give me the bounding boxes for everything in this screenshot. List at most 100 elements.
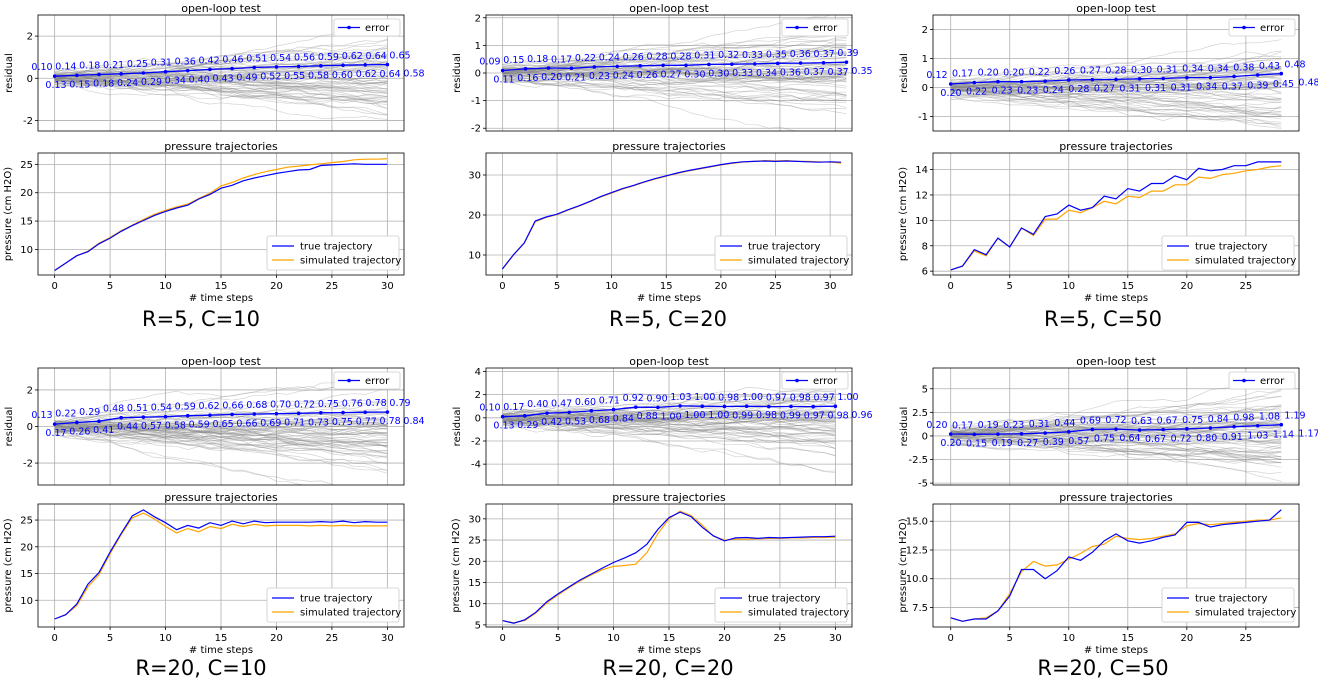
background-trajectory xyxy=(950,379,1282,439)
pressure-ylabel: pressure (cm H2O) xyxy=(898,167,909,261)
residual-title: open-loop test xyxy=(629,2,709,15)
x-tick-label: 20 xyxy=(270,633,283,644)
background-trajectory xyxy=(950,83,1282,101)
background-trajectory xyxy=(950,437,1282,447)
y-tick-label: 2.5 xyxy=(912,408,928,419)
pressure-xlabel: # time steps xyxy=(637,293,701,304)
error-point xyxy=(611,407,616,412)
background-trajectory xyxy=(502,413,836,423)
error-label-top: 0.26 xyxy=(623,52,644,63)
background-trajectory xyxy=(502,67,847,80)
error-label-top: 0.76 xyxy=(342,399,363,410)
error-label-top: 0.17 xyxy=(952,420,973,431)
background-trajectory xyxy=(502,414,836,473)
background-trajectory xyxy=(502,62,847,73)
pressure-legend: true trajectory simulated trajectory xyxy=(266,235,401,271)
error-label-top: 0.34 xyxy=(1208,64,1229,75)
error-label-bottom: 0.58 xyxy=(403,69,424,80)
error-label-top: 0.17 xyxy=(952,69,973,80)
error-point xyxy=(523,414,527,418)
x-tick-label: 20 xyxy=(718,633,731,644)
error-point xyxy=(274,65,279,69)
background-trajectory xyxy=(54,423,388,437)
error-label-top: 1.00 xyxy=(742,392,763,403)
true-trajectory-line xyxy=(950,161,1282,271)
error-point xyxy=(972,80,977,85)
background-trajectory xyxy=(54,423,388,459)
background-trajectory xyxy=(502,406,836,423)
background-trajectory xyxy=(54,400,388,434)
background-trajectory xyxy=(54,75,388,92)
error-point xyxy=(633,405,638,409)
pressure-xlabel: # time steps xyxy=(637,645,701,656)
background-trajectory xyxy=(502,417,836,436)
background-trajectory xyxy=(502,417,836,431)
error-label-top: 0.26 xyxy=(1054,66,1075,77)
error-label-bottom: 0.75 xyxy=(332,417,353,428)
background-trajectory xyxy=(950,424,1282,435)
background-trajectory xyxy=(502,64,847,84)
background-trajectory xyxy=(502,419,836,445)
error-point xyxy=(75,420,79,425)
error-label-top: 0.71 xyxy=(599,396,620,407)
error-label-top: 0.40 xyxy=(527,399,548,410)
axes-frame xyxy=(485,152,853,276)
error-point xyxy=(341,63,345,67)
x-tick-label: 0 xyxy=(948,281,954,292)
background-trajectory xyxy=(54,423,388,435)
error-point xyxy=(744,404,749,409)
background-trajectory xyxy=(950,77,1282,88)
error-point xyxy=(1137,428,1142,432)
background-trajectory xyxy=(950,81,1282,91)
background-trajectory xyxy=(502,399,836,425)
error-label-bottom: 0.78 xyxy=(380,416,401,427)
error-label-top: 0.59 xyxy=(318,52,339,63)
background-trajectory xyxy=(950,440,1282,454)
background-trajectories xyxy=(54,27,388,120)
x-tick-label: 5 xyxy=(555,633,561,644)
background-trajectory xyxy=(54,424,388,447)
error-label-bottom: 0.22 xyxy=(966,87,987,98)
background-trajectory xyxy=(502,415,836,434)
background-trajectory xyxy=(54,82,388,91)
background-trajectory xyxy=(502,44,847,67)
error-label-bottom: 0.24 xyxy=(613,70,634,81)
background-trajectory xyxy=(502,72,847,82)
background-trajectory xyxy=(54,415,388,430)
error-label-top: 0.60 xyxy=(575,397,596,408)
axes-frame xyxy=(932,367,1300,486)
background-trajectory xyxy=(54,68,388,82)
error-label-top: 0.23 xyxy=(1003,420,1024,431)
background-trajectory xyxy=(502,69,847,115)
error-label-bottom: 1.00 xyxy=(708,410,729,421)
background-trajectory xyxy=(950,417,1282,432)
error-label-top: 0.79 xyxy=(389,398,410,409)
axes-frame xyxy=(37,14,405,132)
background-trajectory xyxy=(502,37,847,78)
error-point xyxy=(1279,71,1284,76)
error-point xyxy=(363,62,367,67)
background-trajectory xyxy=(502,411,836,426)
background-trajectory xyxy=(54,423,388,440)
background-trajectory xyxy=(54,420,388,435)
x-tick-label: 15 xyxy=(215,633,228,644)
error-label-top: 1.19 xyxy=(1284,411,1305,422)
y-tick-label: 2 xyxy=(27,32,33,43)
background-trajectory xyxy=(54,79,388,105)
axes-frame xyxy=(37,152,405,276)
error-label-bottom: 0.72 xyxy=(1171,434,1192,445)
error-point xyxy=(1043,79,1047,83)
error-point xyxy=(1255,423,1260,428)
background-trajectory xyxy=(502,66,847,84)
y-tick-label: 30 xyxy=(468,171,481,182)
error-point xyxy=(972,432,977,437)
panel-caption: R=5, C=20 xyxy=(609,307,727,331)
axes-frame xyxy=(932,503,1300,628)
error-label-bottom: 0.60 xyxy=(332,70,353,81)
background-trajectory xyxy=(950,82,1282,118)
pressure-axes: 5 10 15 20 25 30 0 5 10 15 20 25 30 pressure trajecto… xyxy=(451,491,853,656)
background-trajectory xyxy=(502,43,847,70)
background-trajectories xyxy=(502,384,836,473)
error-label-bottom: 0.36 xyxy=(780,67,801,78)
y-tick-label: 0 xyxy=(27,422,33,433)
